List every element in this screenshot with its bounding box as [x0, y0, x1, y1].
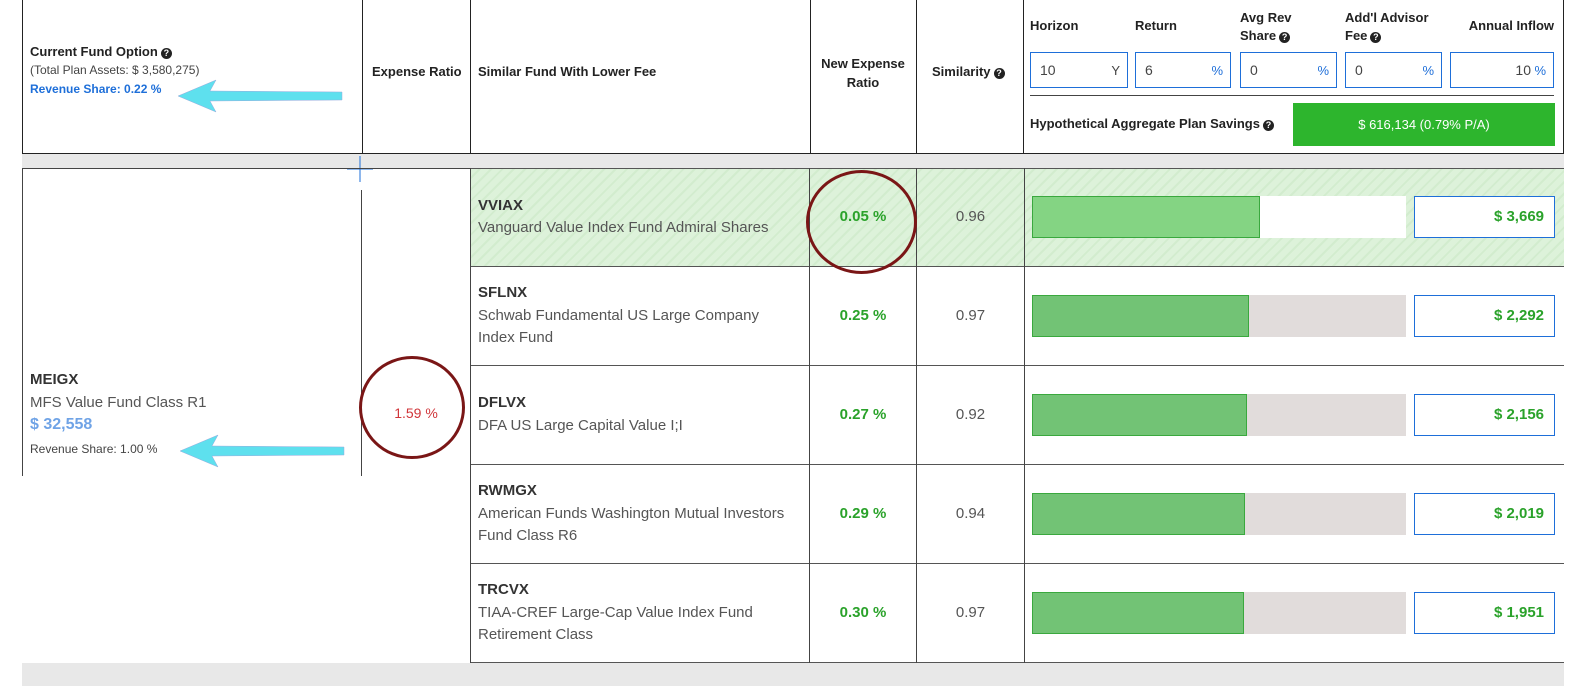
- horizon-input[interactable]: 10 Y: [1030, 52, 1128, 88]
- circle-annotation: [359, 356, 465, 459]
- total-plan-assets: (Total Plan Assets: $ 3,580,275): [30, 63, 200, 77]
- column-divider: [809, 168, 810, 663]
- help-icon[interactable]: ?: [993, 68, 1005, 79]
- savings-bar-fill: [1032, 493, 1246, 535]
- savings-bar: [1032, 394, 1406, 436]
- aggregate-savings-label: Hypothetical Aggregate Plan Savings?: [1030, 116, 1274, 131]
- annual-inflow-label: Annual Inflow: [1468, 18, 1554, 33]
- current-fund-name: MFS Value Fund Class R1: [30, 394, 207, 411]
- fund-name: American Funds Washington Mutual Investo…: [478, 505, 785, 544]
- plus-icon[interactable]: [347, 156, 373, 182]
- current-fund-ticker: MEIGX: [30, 371, 79, 388]
- column-divider: [1024, 168, 1025, 663]
- fund-ticker[interactable]: RWMGX: [478, 482, 537, 499]
- fund-name: Schwab Fundamental US Large Company Inde…: [478, 307, 759, 346]
- savings-bar: [1032, 295, 1406, 337]
- expense-ratio-heading: Expense Ratio: [372, 64, 462, 79]
- savings-bar: [1032, 493, 1406, 535]
- current-fund-amount: $ 32,558: [30, 416, 93, 433]
- similarity-heading: Similarity?: [932, 64, 1005, 79]
- similarity-value: 0.96: [955, 208, 986, 225]
- savings-value: $ 2,292: [1414, 295, 1555, 337]
- fund-ticker[interactable]: SFLNX: [478, 284, 528, 301]
- arrow-annotation: [177, 79, 343, 113]
- new-expense-ratio: 0.29 %: [839, 505, 887, 522]
- return-input[interactable]: 6%: [1135, 52, 1231, 88]
- current-fund-option-heading: Current Fund Option?: [30, 44, 172, 59]
- similar-fund-heading: Similar Fund With Lower Fee: [478, 64, 657, 79]
- expense-divider: [361, 190, 362, 476]
- fund-name: Vanguard Value Index Fund Admiral Shares: [478, 219, 769, 236]
- separator-band: [22, 154, 1564, 168]
- new-expense-ratio-heading: New Expense Ratio: [821, 56, 905, 90]
- help-icon[interactable]: ?: [160, 48, 172, 59]
- help-icon[interactable]: ?: [1279, 32, 1291, 43]
- fund-ticker[interactable]: DFLVX: [478, 394, 527, 411]
- plan-revenue-share: Revenue Share: 0.22 %: [30, 82, 162, 96]
- arrow-annotation: [179, 434, 345, 468]
- fund-ticker[interactable]: VVIAX: [478, 197, 524, 214]
- similarity-value: 0.94: [955, 505, 986, 522]
- advisor-fee-label: Add'l Advisor Fee?: [1345, 10, 1429, 43]
- fund-name: DFA US Large Capital Value I;I: [478, 417, 683, 434]
- avg-rev-share-label: Avg Rev Share?: [1240, 10, 1292, 43]
- new-expense-ratio: 0.25 %: [839, 307, 887, 324]
- separator-band: [22, 663, 1564, 686]
- annual-inflow-input[interactable]: 10%: [1450, 52, 1554, 88]
- savings-bar: [1032, 196, 1406, 238]
- avg-rev-share-input[interactable]: 0%: [1240, 52, 1337, 88]
- fund-ticker[interactable]: TRCVX: [478, 581, 529, 598]
- horizon-label: Horizon: [1030, 18, 1079, 33]
- advisor-fee-input[interactable]: 0%: [1345, 52, 1442, 88]
- savings-bar-fill: [1032, 196, 1261, 238]
- header-divider: [810, 0, 811, 153]
- savings-value: $ 3,669: [1414, 196, 1555, 238]
- help-icon[interactable]: ?: [1262, 120, 1274, 131]
- savings-bar: [1032, 592, 1406, 634]
- header-divider: [916, 0, 917, 153]
- help-icon[interactable]: ?: [1370, 32, 1382, 43]
- return-label: Return: [1135, 18, 1177, 33]
- new-expense-ratio: 0.30 %: [839, 604, 887, 621]
- column-divider: [470, 168, 471, 663]
- savings-value: $ 2,019: [1414, 493, 1555, 535]
- current-fund-cell: [22, 168, 470, 476]
- similarity-value: 0.97: [955, 307, 986, 324]
- controls-divider: [1030, 95, 1554, 96]
- current-fund-revenue-share: Revenue Share: 1.00 %: [30, 442, 158, 456]
- similarity-value: 0.97: [955, 604, 986, 621]
- aggregate-savings-button[interactable]: $ 616,134 (0.79% P/A): [1293, 103, 1555, 146]
- header-divider: [362, 0, 363, 153]
- savings-bar-fill: [1032, 592, 1245, 634]
- header-divider: [1023, 0, 1024, 153]
- savings-value: $ 1,951: [1414, 592, 1555, 634]
- savings-bar-fill: [1032, 394, 1248, 436]
- header-divider: [470, 0, 471, 153]
- fund-name: TIAA-CREF Large-Cap Value Index Fund Ret…: [478, 604, 753, 643]
- new-expense-ratio: 0.27 %: [839, 406, 887, 423]
- savings-value: $ 2,156: [1414, 394, 1555, 436]
- savings-bar-fill: [1032, 295, 1249, 337]
- column-divider: [916, 168, 917, 663]
- similarity-value: 0.92: [955, 406, 986, 423]
- circle-annotation: [806, 170, 917, 274]
